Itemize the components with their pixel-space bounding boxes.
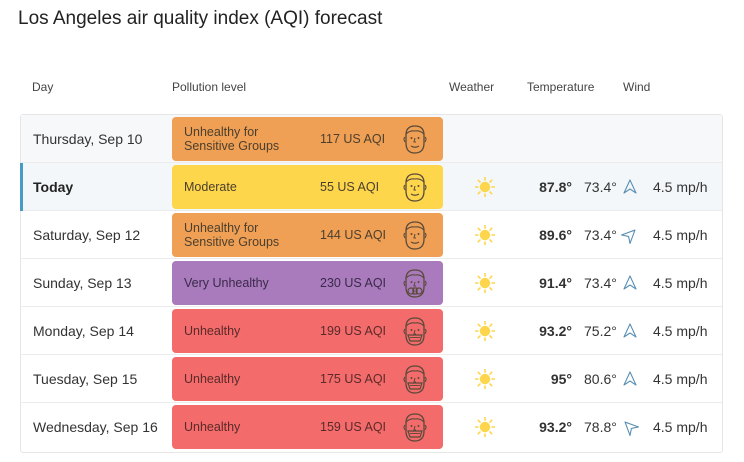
wind-direction-icon — [621, 322, 639, 340]
sun-icon — [474, 320, 496, 342]
temperature-high: 93.2° — [539, 419, 572, 435]
temperature-low: 78.8° — [584, 419, 617, 435]
column-header-weather: Weather — [449, 80, 495, 94]
day-label: Monday, Sep 14 — [33, 323, 134, 339]
wind-speed: 4.5 mp/h — [653, 419, 708, 435]
table-row[interactable]: Saturday, Sep 12 Unhealthy for Sensitive … — [21, 211, 722, 259]
pollution-pill: Unhealthy 199 US AQI — [172, 309, 443, 353]
temperature-high: 89.6° — [539, 227, 572, 243]
temperature-low: 75.2° — [584, 323, 617, 339]
table-row[interactable]: Today Moderate 55 US AQI 87.8° 73.4° 4.5 mp/h — [20, 163, 722, 211]
wind-speed: 4.5 mp/h — [653, 371, 708, 387]
pollution-level-label: Unhealthy for Sensitive Groups — [184, 125, 280, 153]
temperature-high: 95° — [550, 371, 572, 387]
pollution-level-label: Unhealthy — [184, 420, 241, 434]
day-label: Tuesday, Sep 15 — [33, 371, 138, 387]
sun-icon — [474, 416, 496, 438]
column-header-temperature: Temperature — [527, 80, 595, 94]
day-label: Sunday, Sep 13 — [33, 275, 132, 291]
aqi-value: 159 US AQI — [320, 420, 387, 434]
table-row[interactable]: Thursday, Sep 10 Unhealthy for Sensitive … — [21, 115, 722, 163]
wind-speed: 4.5 mp/h — [653, 323, 708, 339]
face-icon — [400, 219, 430, 251]
column-header-day: Day — [32, 80, 54, 94]
table-row[interactable]: Wednesday, Sep 16 Unhealthy 159 US AQI 93.2… — [21, 403, 722, 451]
forecast-table: Thursday, Sep 10 Unhealthy for Sensitive … — [20, 114, 723, 453]
sun-icon — [474, 368, 496, 390]
day-label: Today — [33, 179, 74, 195]
temperature-high: 87.8° — [539, 179, 572, 195]
gas-mask-face-icon — [400, 267, 430, 299]
pollution-pill: Unhealthy for Sensitive Groups 117 US AQI — [172, 117, 443, 161]
pollution-pill: Moderate 55 US AQI — [172, 165, 443, 209]
face-icon — [400, 123, 430, 155]
sun-icon — [474, 176, 496, 198]
aqi-value: 55 US AQI — [320, 180, 380, 194]
pollution-pill: Very Unhealthy 230 US AQI — [172, 261, 443, 305]
wind-direction-icon — [621, 274, 639, 292]
table-row[interactable]: Sunday, Sep 13 Very Unhealthy 230 US AQI 91… — [21, 259, 722, 307]
wind-direction-icon — [620, 226, 639, 245]
pollution-level-label: Unhealthy — [184, 324, 241, 338]
temperature-low: 73.4° — [584, 275, 617, 291]
temperature-low: 80.6° — [584, 371, 617, 387]
pollution-level-label: Unhealthy — [184, 372, 241, 386]
pollution-level-label: Moderate — [184, 180, 237, 194]
day-label: Saturday, Sep 12 — [33, 227, 141, 243]
aqi-value: 175 US AQI — [320, 372, 387, 386]
page-title: Los Angeles air quality index (AQI) fore… — [18, 8, 383, 29]
face-icon — [400, 171, 430, 203]
table-header: Day Pollution level Weather Temperature … — [0, 80, 744, 96]
temperature-high: 91.4° — [539, 275, 572, 291]
pollution-pill: Unhealthy for Sensitive Groups 144 US AQI — [172, 213, 443, 257]
table-row[interactable]: Tuesday, Sep 15 Unhealthy 175 US AQI 95° 80.… — [21, 355, 722, 403]
wind-direction-icon — [621, 178, 639, 196]
wind-direction-icon — [621, 418, 640, 437]
day-label: Thursday, Sep 10 — [33, 131, 143, 147]
column-header-wind: Wind — [623, 80, 651, 94]
wind-speed: 4.5 mp/h — [653, 227, 708, 243]
sun-icon — [474, 272, 496, 294]
wind-speed: 4.5 mp/h — [653, 275, 708, 291]
pollution-level-label: Unhealthy for Sensitive Groups — [184, 221, 280, 249]
aqi-value: 144 US AQI — [320, 228, 387, 242]
mask-face-icon — [400, 363, 430, 395]
pollution-level-label: Very Unhealthy — [184, 276, 269, 290]
temperature-low: 73.4° — [584, 227, 617, 243]
temperature-low: 73.4° — [584, 179, 617, 195]
day-label: Wednesday, Sep 16 — [33, 419, 158, 435]
temperature-high: 93.2° — [539, 323, 572, 339]
wind-direction-icon — [621, 370, 639, 388]
column-header-pollution: Pollution level — [172, 80, 247, 94]
aqi-value: 199 US AQI — [320, 324, 387, 338]
pollution-pill: Unhealthy 175 US AQI — [172, 357, 443, 401]
wind-speed: 4.5 mp/h — [653, 179, 708, 195]
mask-face-icon — [400, 411, 430, 443]
aqi-value: 117 US AQI — [320, 132, 386, 146]
pollution-pill: Unhealthy 159 US AQI — [172, 405, 443, 449]
table-row[interactable]: Monday, Sep 14 Unhealthy 199 US AQI 93.2° 75… — [21, 307, 722, 355]
mask-face-icon — [400, 315, 430, 347]
sun-icon — [474, 224, 496, 246]
aqi-value: 230 US AQI — [320, 276, 387, 290]
